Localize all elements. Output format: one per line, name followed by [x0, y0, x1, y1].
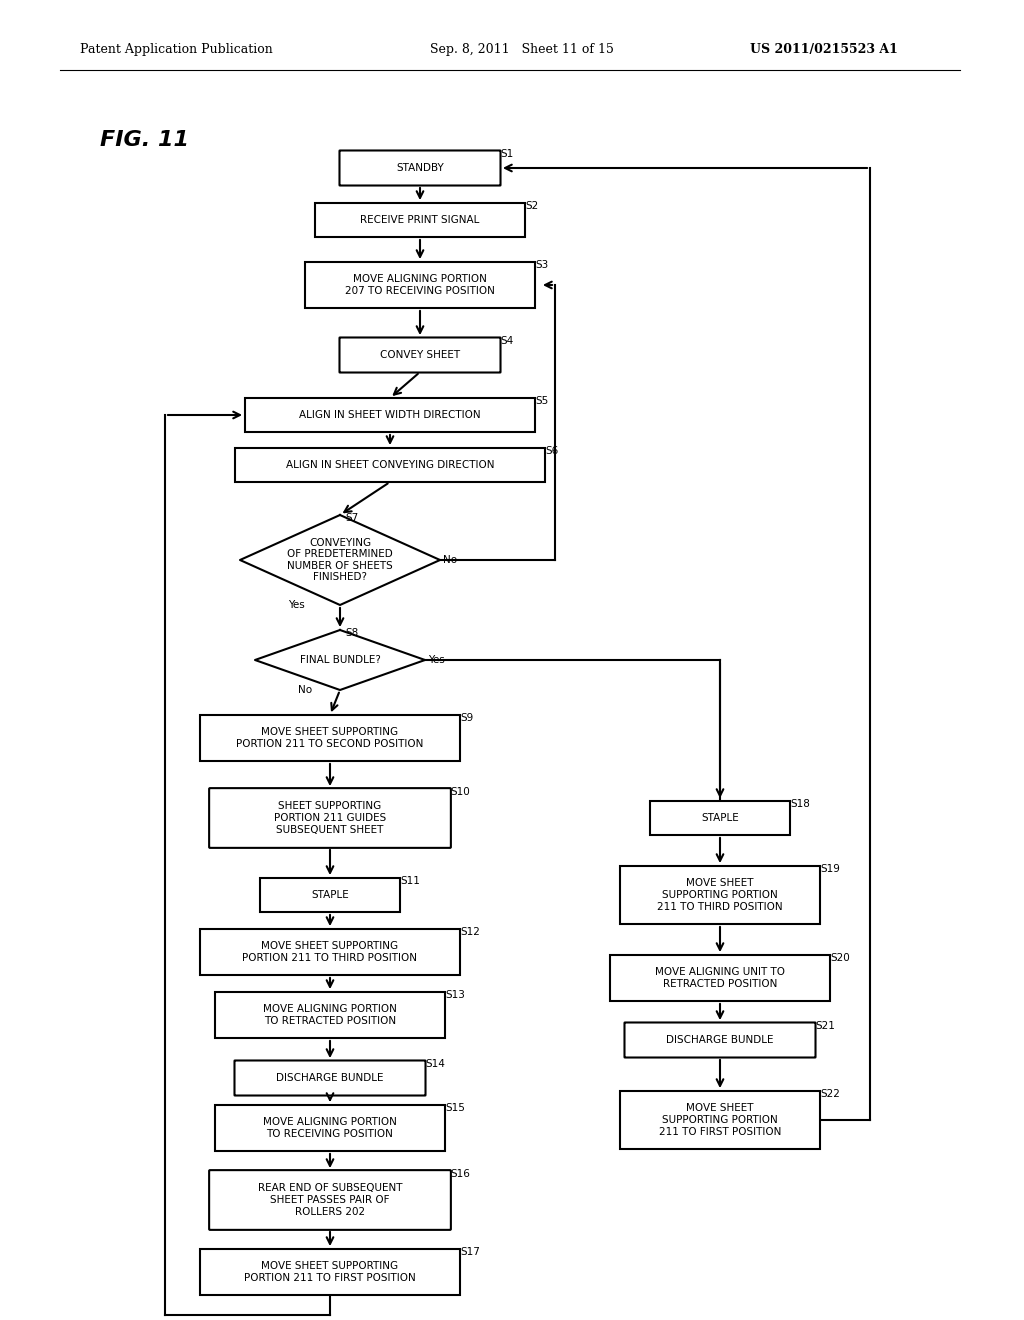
FancyBboxPatch shape [209, 788, 451, 847]
FancyBboxPatch shape [234, 447, 545, 482]
Text: S16: S16 [450, 1170, 470, 1179]
Text: S7: S7 [345, 513, 358, 523]
Text: S12: S12 [460, 927, 480, 937]
Text: S15: S15 [445, 1104, 465, 1113]
Text: Yes: Yes [288, 601, 305, 610]
FancyBboxPatch shape [610, 954, 830, 1001]
Text: MOVE SHEET SUPPORTING
PORTION 211 TO SECOND POSITION: MOVE SHEET SUPPORTING PORTION 211 TO SEC… [237, 727, 424, 748]
Text: S3: S3 [535, 260, 548, 271]
Text: FIG. 11: FIG. 11 [100, 129, 189, 150]
Text: S4: S4 [500, 337, 513, 346]
Text: MOVE SHEET
SUPPORTING PORTION
211 TO THIRD POSITION: MOVE SHEET SUPPORTING PORTION 211 TO THI… [657, 878, 782, 912]
Text: S2: S2 [525, 201, 539, 211]
Text: No: No [298, 685, 312, 696]
FancyBboxPatch shape [245, 399, 535, 432]
Text: S19: S19 [820, 865, 840, 874]
FancyBboxPatch shape [340, 150, 501, 186]
Text: STAPLE: STAPLE [701, 813, 739, 822]
Text: S10: S10 [450, 787, 470, 797]
FancyBboxPatch shape [215, 993, 445, 1038]
FancyBboxPatch shape [200, 1249, 460, 1295]
Text: No: No [443, 554, 457, 565]
Text: STAPLE: STAPLE [311, 890, 349, 900]
Text: S9: S9 [460, 713, 473, 723]
Text: MOVE SHEET SUPPORTING
PORTION 211 TO FIRST POSITION: MOVE SHEET SUPPORTING PORTION 211 TO FIR… [244, 1261, 416, 1283]
Text: S1: S1 [500, 149, 513, 158]
FancyBboxPatch shape [650, 801, 790, 836]
Text: SHEET SUPPORTING
PORTION 211 GUIDES
SUBSEQUENT SHEET: SHEET SUPPORTING PORTION 211 GUIDES SUBS… [273, 801, 386, 834]
Text: Sep. 8, 2011   Sheet 11 of 15: Sep. 8, 2011 Sheet 11 of 15 [430, 44, 613, 57]
Text: S14: S14 [425, 1059, 444, 1069]
Text: CONVEYING
OF PREDETERMINED
NUMBER OF SHEETS
FINISHED?: CONVEYING OF PREDETERMINED NUMBER OF SHE… [287, 537, 393, 582]
Text: S21: S21 [815, 1020, 835, 1031]
Text: S5: S5 [535, 396, 548, 407]
Text: S22: S22 [820, 1089, 840, 1100]
Text: DISCHARGE BUNDLE: DISCHARGE BUNDLE [667, 1035, 774, 1045]
FancyBboxPatch shape [305, 261, 535, 308]
FancyBboxPatch shape [625, 1023, 815, 1057]
FancyBboxPatch shape [340, 338, 501, 372]
FancyBboxPatch shape [620, 866, 820, 924]
Text: ALIGN IN SHEET CONVEYING DIRECTION: ALIGN IN SHEET CONVEYING DIRECTION [286, 459, 495, 470]
FancyBboxPatch shape [234, 1060, 426, 1096]
Text: FINAL BUNDLE?: FINAL BUNDLE? [300, 655, 381, 665]
Text: S17: S17 [460, 1247, 480, 1257]
Text: Yes: Yes [428, 655, 444, 665]
FancyBboxPatch shape [209, 1170, 451, 1230]
Text: MOVE ALIGNING PORTION
207 TO RECEIVING POSITION: MOVE ALIGNING PORTION 207 TO RECEIVING P… [345, 275, 495, 296]
FancyBboxPatch shape [620, 1092, 820, 1148]
Text: MOVE SHEET
SUPPORTING PORTION
211 TO FIRST POSITION: MOVE SHEET SUPPORTING PORTION 211 TO FIR… [658, 1104, 781, 1137]
FancyBboxPatch shape [215, 1105, 445, 1151]
Text: US 2011/0215523 A1: US 2011/0215523 A1 [750, 44, 898, 57]
FancyBboxPatch shape [315, 203, 525, 238]
Text: S8: S8 [345, 628, 358, 638]
Text: Patent Application Publication: Patent Application Publication [80, 44, 272, 57]
Text: MOVE ALIGNING PORTION
TO RETRACTED POSITION: MOVE ALIGNING PORTION TO RETRACTED POSIT… [263, 1005, 397, 1026]
Text: S6: S6 [545, 446, 558, 455]
Text: STANDBY: STANDBY [396, 162, 443, 173]
Text: REAR END OF SUBSEQUENT
SHEET PASSES PAIR OF
ROLLERS 202: REAR END OF SUBSEQUENT SHEET PASSES PAIR… [258, 1184, 402, 1217]
Text: MOVE ALIGNING PORTION
TO RECEIVING POSITION: MOVE ALIGNING PORTION TO RECEIVING POSIT… [263, 1117, 397, 1139]
Text: S20: S20 [830, 953, 850, 964]
Text: S18: S18 [790, 799, 810, 809]
Text: S13: S13 [445, 990, 465, 1001]
FancyBboxPatch shape [260, 878, 400, 912]
Text: S11: S11 [400, 876, 420, 886]
Text: DISCHARGE BUNDLE: DISCHARGE BUNDLE [276, 1073, 384, 1082]
Text: RECEIVE PRINT SIGNAL: RECEIVE PRINT SIGNAL [360, 215, 479, 224]
Text: CONVEY SHEET: CONVEY SHEET [380, 350, 460, 360]
Text: ALIGN IN SHEET WIDTH DIRECTION: ALIGN IN SHEET WIDTH DIRECTION [299, 411, 481, 420]
Text: MOVE ALIGNING UNIT TO
RETRACTED POSITION: MOVE ALIGNING UNIT TO RETRACTED POSITION [655, 968, 785, 989]
Text: MOVE SHEET SUPPORTING
PORTION 211 TO THIRD POSITION: MOVE SHEET SUPPORTING PORTION 211 TO THI… [243, 941, 418, 962]
FancyBboxPatch shape [200, 929, 460, 975]
FancyBboxPatch shape [200, 715, 460, 762]
